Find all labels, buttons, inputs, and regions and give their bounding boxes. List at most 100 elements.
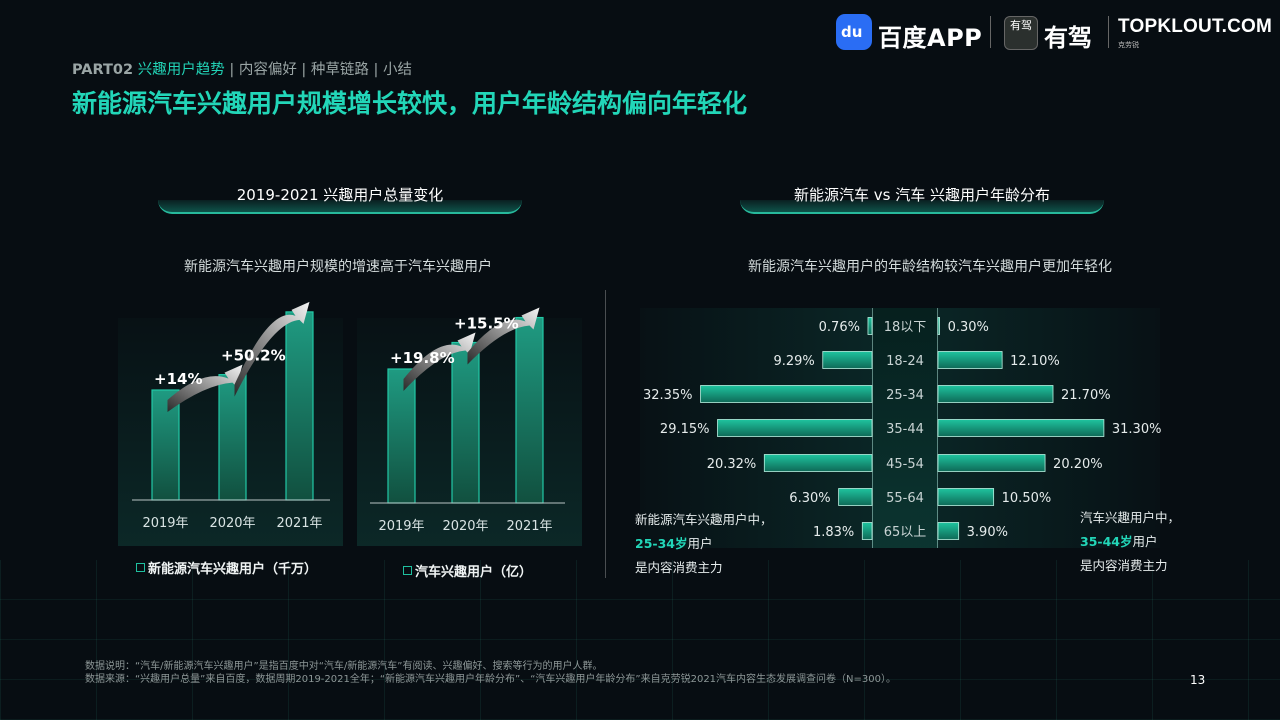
x-tick-label: 2019年 <box>378 519 424 534</box>
legend-nev-label: 新能源汽车兴趣用户（千万） <box>148 562 318 577</box>
age-category-label: 25-34 <box>886 388 924 403</box>
x-tick-label: 2020年 <box>209 516 255 531</box>
note-auto-highlight: 35-44岁 <box>1080 534 1133 549</box>
note-nev-highlight: 25-34岁 <box>635 536 688 551</box>
background-grid <box>0 560 1280 720</box>
section-divider <box>605 290 606 578</box>
auto-value-label: 20.20% <box>1053 457 1103 472</box>
auto-value-label: 12.10% <box>1010 354 1060 369</box>
logo-separator <box>990 16 991 48</box>
auto-age-bar <box>937 351 1003 369</box>
nev-value-label: 32.35% <box>643 388 693 403</box>
youjia-logo-text: 有驾 <box>1044 24 1092 52</box>
growth-arrow-icon <box>234 301 310 397</box>
legend-auto: 汽车兴趣用户（亿） <box>403 561 532 580</box>
age-category-label: 65以上 <box>884 525 927 540</box>
page-title: 新能源汽车兴趣用户规模增长较快，用户年龄结构偏向年轻化 <box>72 89 748 118</box>
legend-swatch <box>136 563 145 572</box>
topklout-logo-text: TOPKLOUT.COM <box>1118 16 1273 37</box>
age-category-label: 18-24 <box>886 354 924 369</box>
baidu-paw-icon <box>836 14 872 50</box>
x-tick-label: 2021年 <box>506 519 552 534</box>
age-category-label: 35-44 <box>886 422 924 437</box>
growth-label: +15.5% <box>454 314 519 332</box>
legend-nev: 新能源汽车兴趣用户（千万） <box>136 558 317 577</box>
right-section-underline <box>740 200 1104 214</box>
growth-arrow-icon <box>467 307 540 365</box>
footnote-line2: 数据来源：“兴趣用户总量”来自百度，数据周期2019-2021全年；“新能源汽车… <box>85 674 896 685</box>
growth-label: +14% <box>154 370 202 388</box>
topklout-logo-subtext: 克劳锐 <box>1118 41 1139 49</box>
auto-value-label: 10.50% <box>1002 491 1052 506</box>
x-tick-label: 2019年 <box>142 516 188 531</box>
growth-label: +19.8% <box>390 349 455 367</box>
nev-age-bar <box>861 522 873 540</box>
note-nev-line3: 是内容消费主力 <box>635 560 723 575</box>
breadcrumb-rest: | 内容偏好 | 种草链路 | 小结 <box>224 62 413 78</box>
bar <box>387 368 416 504</box>
nev-age-bar <box>700 385 873 403</box>
growth-label: +50.2% <box>221 347 286 365</box>
youjia-logo-icon: 有驾 <box>1004 16 1038 50</box>
auto-value-label: 31.30% <box>1112 422 1162 437</box>
age-butterfly-chart: 0.76% 0.30% 18以下 9.29% 12.10% 18-24 32.35% 21.7… <box>643 317 1162 540</box>
auto-age-bar <box>937 488 995 506</box>
header-logos: 百度APP 有驾 有驾 TOPKLOUT.COM 克劳锐 <box>836 12 1276 52</box>
legend-auto-label: 汽车兴趣用户（亿） <box>415 565 533 580</box>
page-number: 13 <box>1190 673 1206 687</box>
x-tick-label: 2021年 <box>276 516 322 531</box>
footnote-line1: 数据说明：“汽车/新能源汽车兴趣用户”是指百度中对“汽车/新能源汽车”有阅读、兴… <box>85 661 603 672</box>
breadcrumb: PART02 兴趣用户趋势 | 内容偏好 | 种草链路 | 小结 <box>72 58 412 79</box>
right-section-subtitle: 新能源汽车兴趣用户的年龄结构较汽车兴趣用户更加年轻化 <box>748 259 1112 275</box>
note-nev-line1: 新能源汽车兴趣用户中， <box>635 512 773 527</box>
nev-value-label: 6.30% <box>789 491 830 506</box>
note-nev-line2-rest: 用户 <box>687 536 713 551</box>
left-section-title: 2019-2021 兴趣用户总量变化 <box>236 186 444 204</box>
auto-age-bar <box>937 385 1054 403</box>
auto-age-bar <box>937 522 960 540</box>
note-auto: 汽车兴趣用户中， 35-44岁用户 是内容消费主力 <box>1080 506 1180 578</box>
note-nev: 新能源汽车兴趣用户中， 25-34岁用户 是内容消费主力 <box>635 508 773 580</box>
footnote: 数据说明：“汽车/新能源汽车兴趣用户”是指百度中对“汽车/新能源汽车”有阅读、兴… <box>85 660 896 686</box>
left-section-subtitle: 新能源汽车兴趣用户规模的增速高于汽车兴趣用户 <box>184 259 492 275</box>
age-category-label: 18以下 <box>884 320 927 335</box>
legend-swatch <box>403 566 412 575</box>
nev-value-label: 1.83% <box>813 525 854 540</box>
auto-age-bar <box>937 419 1105 437</box>
auto-age-bar <box>937 317 940 335</box>
x-tick-label: 2020年 <box>442 519 488 534</box>
note-nev-line2: 25-34岁用户 <box>635 532 773 556</box>
nev-age-bar <box>822 351 873 369</box>
age-category-label: 55-64 <box>886 491 924 506</box>
breadcrumb-active: 兴趣用户趋势 <box>137 62 225 78</box>
nev-age-bar <box>763 454 873 472</box>
note-auto-line2-rest: 用户 <box>1132 534 1158 549</box>
auto-value-label: 21.70% <box>1061 388 1111 403</box>
right-section-title: 新能源汽车 vs 汽车 兴趣用户年龄分布 <box>794 186 1050 204</box>
nev-value-label: 29.15% <box>660 422 710 437</box>
age-group-column <box>872 308 938 548</box>
nev-value-label: 9.29% <box>773 354 814 369</box>
nev-age-bar <box>717 419 873 437</box>
auto-total-chart: 2019年 2020年 2021年 +19.8% +15.5% <box>370 307 565 534</box>
nev-value-label: 0.76% <box>819 320 860 335</box>
logo-separator <box>1108 16 1109 48</box>
note-auto-line2: 35-44岁用户 <box>1080 530 1180 554</box>
bar <box>218 374 247 501</box>
growth-arrow-icon <box>167 364 243 412</box>
left-section-underline <box>158 200 522 214</box>
auto-value-label: 3.90% <box>967 525 1008 540</box>
nev-total-chart: 2019年 2020年 2021年 +14% +50.2% <box>132 301 330 531</box>
auto-age-bar <box>937 454 1046 472</box>
note-auto-line3: 是内容消费主力 <box>1080 558 1168 573</box>
nev-value-label: 20.32% <box>707 457 757 472</box>
age-category-label: 45-54 <box>886 457 924 472</box>
breadcrumb-part: PART02 <box>72 62 134 78</box>
baidu-app-logo-text: 百度APP <box>878 24 983 52</box>
growth-arrow-icon <box>403 332 476 391</box>
bar <box>515 316 544 504</box>
nev-age-bar <box>838 488 873 506</box>
nev-age-bar <box>867 317 873 335</box>
